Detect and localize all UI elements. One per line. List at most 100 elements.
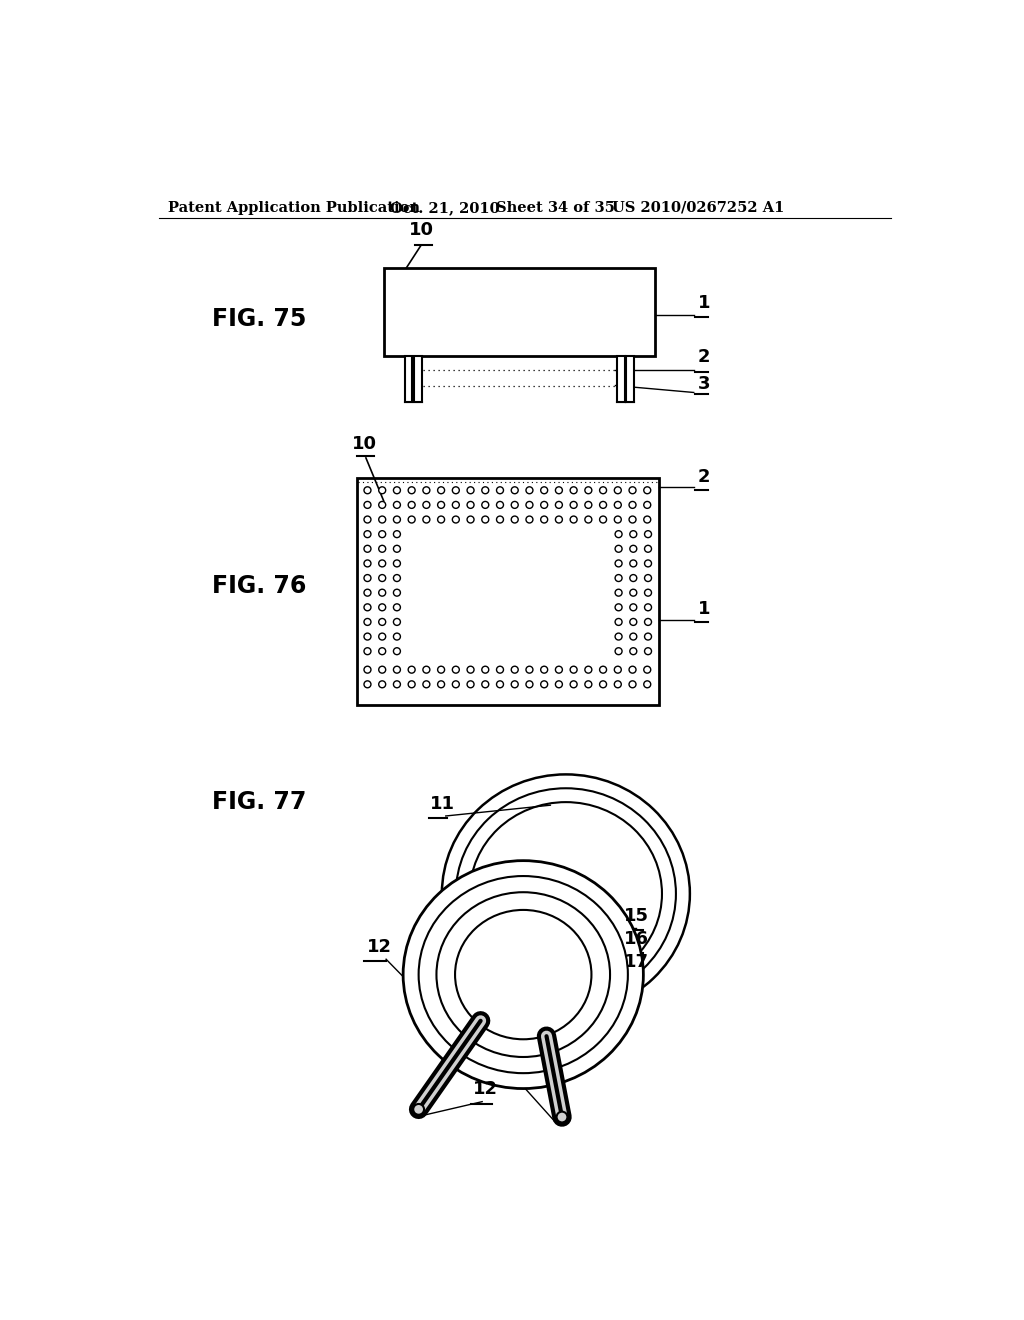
Circle shape (481, 516, 488, 523)
Circle shape (644, 589, 651, 597)
Circle shape (585, 502, 592, 508)
Circle shape (541, 667, 548, 673)
Circle shape (364, 545, 371, 552)
Circle shape (364, 634, 371, 640)
Circle shape (644, 560, 651, 566)
Circle shape (364, 502, 371, 508)
Circle shape (423, 681, 430, 688)
Circle shape (409, 667, 415, 673)
Circle shape (467, 487, 474, 494)
Circle shape (364, 648, 371, 655)
Text: 11: 11 (430, 795, 456, 813)
Circle shape (393, 487, 400, 494)
Text: FIG. 77: FIG. 77 (212, 791, 306, 814)
Ellipse shape (557, 1111, 567, 1122)
Circle shape (526, 667, 532, 673)
Circle shape (393, 574, 400, 582)
Circle shape (467, 681, 474, 688)
Circle shape (600, 502, 606, 508)
Circle shape (364, 589, 371, 597)
Circle shape (615, 560, 622, 566)
Circle shape (437, 681, 444, 688)
Circle shape (481, 667, 488, 673)
Circle shape (437, 667, 444, 673)
Circle shape (570, 502, 578, 508)
Circle shape (453, 667, 460, 673)
Circle shape (614, 516, 622, 523)
Circle shape (615, 574, 622, 582)
Circle shape (644, 681, 650, 688)
Circle shape (364, 603, 371, 611)
Bar (617, 356, 625, 403)
Circle shape (379, 545, 386, 552)
Text: FIG. 76: FIG. 76 (212, 574, 306, 598)
Text: FIG. 75: FIG. 75 (212, 308, 306, 331)
Circle shape (497, 516, 504, 523)
Circle shape (379, 487, 386, 494)
Ellipse shape (470, 803, 662, 985)
Circle shape (585, 681, 592, 688)
Text: US 2010/0267252 A1: US 2010/0267252 A1 (612, 201, 784, 215)
Circle shape (600, 487, 606, 494)
Text: 12: 12 (367, 937, 392, 956)
Circle shape (644, 545, 651, 552)
Circle shape (615, 634, 622, 640)
Circle shape (644, 516, 650, 523)
Circle shape (379, 516, 386, 523)
Circle shape (409, 502, 415, 508)
Circle shape (511, 487, 518, 494)
Text: Sheet 34 of 35: Sheet 34 of 35 (496, 201, 615, 215)
Circle shape (364, 667, 371, 673)
Circle shape (629, 502, 636, 508)
Text: 1: 1 (697, 294, 710, 312)
Circle shape (409, 487, 415, 494)
Circle shape (379, 681, 386, 688)
Circle shape (393, 667, 400, 673)
Circle shape (570, 487, 578, 494)
Circle shape (630, 634, 637, 640)
Circle shape (630, 531, 637, 537)
Circle shape (644, 648, 651, 655)
Circle shape (570, 681, 578, 688)
Circle shape (526, 516, 532, 523)
Circle shape (644, 667, 650, 673)
Circle shape (423, 667, 430, 673)
Text: 2: 2 (697, 467, 710, 486)
Bar (627, 356, 634, 403)
Ellipse shape (455, 909, 592, 1039)
Text: Oct. 21, 2010: Oct. 21, 2010 (390, 201, 500, 215)
Circle shape (615, 545, 622, 552)
Circle shape (526, 502, 532, 508)
Circle shape (364, 531, 371, 537)
Circle shape (541, 502, 548, 508)
Ellipse shape (403, 861, 643, 1089)
Circle shape (511, 681, 518, 688)
Circle shape (481, 502, 488, 508)
Circle shape (570, 516, 578, 523)
Circle shape (393, 589, 400, 597)
Circle shape (630, 619, 637, 626)
Circle shape (393, 681, 400, 688)
Circle shape (393, 603, 400, 611)
Circle shape (644, 502, 650, 508)
Circle shape (437, 516, 444, 523)
Circle shape (541, 516, 548, 523)
Text: 15: 15 (624, 907, 649, 925)
Circle shape (614, 502, 622, 508)
Circle shape (393, 531, 400, 537)
Circle shape (437, 487, 444, 494)
Circle shape (393, 648, 400, 655)
Circle shape (629, 487, 636, 494)
Circle shape (453, 487, 460, 494)
Text: Patent Application Publication: Patent Application Publication (168, 201, 420, 215)
Circle shape (555, 502, 562, 508)
Ellipse shape (442, 775, 690, 1014)
Circle shape (570, 667, 578, 673)
Circle shape (393, 545, 400, 552)
Circle shape (437, 502, 444, 508)
Circle shape (453, 516, 460, 523)
Circle shape (511, 502, 518, 508)
Circle shape (409, 516, 415, 523)
Circle shape (644, 634, 651, 640)
Circle shape (555, 667, 562, 673)
